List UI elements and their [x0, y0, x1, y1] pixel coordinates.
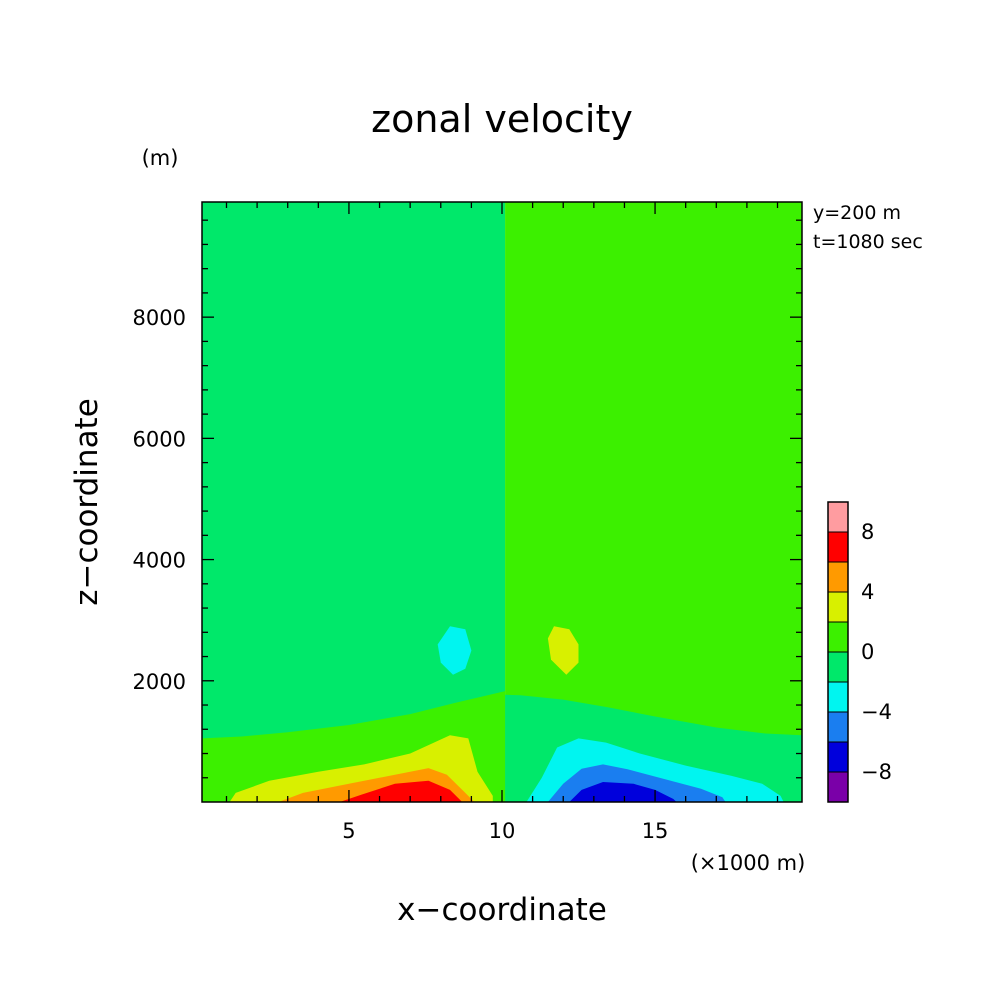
- contour-fills: [202, 202, 802, 802]
- colorbar-swatch: [827, 621, 849, 653]
- axis-ticks: [202, 202, 802, 802]
- x-axis-unit: (×1000 m): [691, 851, 806, 875]
- y-axis-unit: (m): [142, 146, 179, 170]
- plot-area: [201, 201, 803, 803]
- x-tick-label: 15: [642, 819, 669, 843]
- colorbar: −8 −4 0 4 8: [827, 501, 892, 803]
- colorbar-swatch: [827, 651, 849, 683]
- colorbar-label: 0: [861, 640, 874, 664]
- colorbar-swatch: [827, 681, 849, 713]
- contour-region-7: [569, 782, 677, 802]
- y-tick-label: 8000: [133, 306, 186, 330]
- x-axis-label: x−coordinate: [397, 892, 607, 928]
- colorbar-frame: [827, 501, 849, 803]
- colorbar-swatch: [827, 501, 849, 533]
- colorbar-swatch: [827, 591, 849, 623]
- colorbar-swatch: [827, 561, 849, 593]
- contour-region-8: [437, 626, 472, 675]
- colorbar-swatch: [827, 711, 849, 743]
- chart-title: zonal velocity: [371, 97, 633, 141]
- x-tick-label: 5: [342, 819, 355, 843]
- y-tick-label: 2000: [133, 670, 186, 694]
- y-tick-label: 6000: [133, 427, 186, 451]
- colorbar-label: −8: [861, 760, 892, 784]
- y-axis-label: z−coordinate: [69, 398, 105, 606]
- x-tick-label: 10: [489, 819, 516, 843]
- colorbar-swatch: [827, 741, 849, 773]
- colorbar-label: 8: [861, 520, 874, 544]
- axis-tick-labels: 5 10 15 2000 4000 6000 8000: [133, 306, 669, 843]
- contour-region-9: [547, 626, 579, 675]
- y-tick-label: 4000: [133, 549, 186, 573]
- colorbar-label: 4: [861, 580, 874, 604]
- annotation-t: t=1080 sec: [813, 231, 923, 253]
- colorbar-swatch: [827, 771, 849, 803]
- colorbar-swatch: [827, 531, 849, 563]
- contour-region-4: [339, 780, 463, 802]
- annotation-y: y=200 m: [813, 202, 901, 224]
- background-field-0: [202, 202, 506, 802]
- colorbar-label: −4: [861, 700, 892, 724]
